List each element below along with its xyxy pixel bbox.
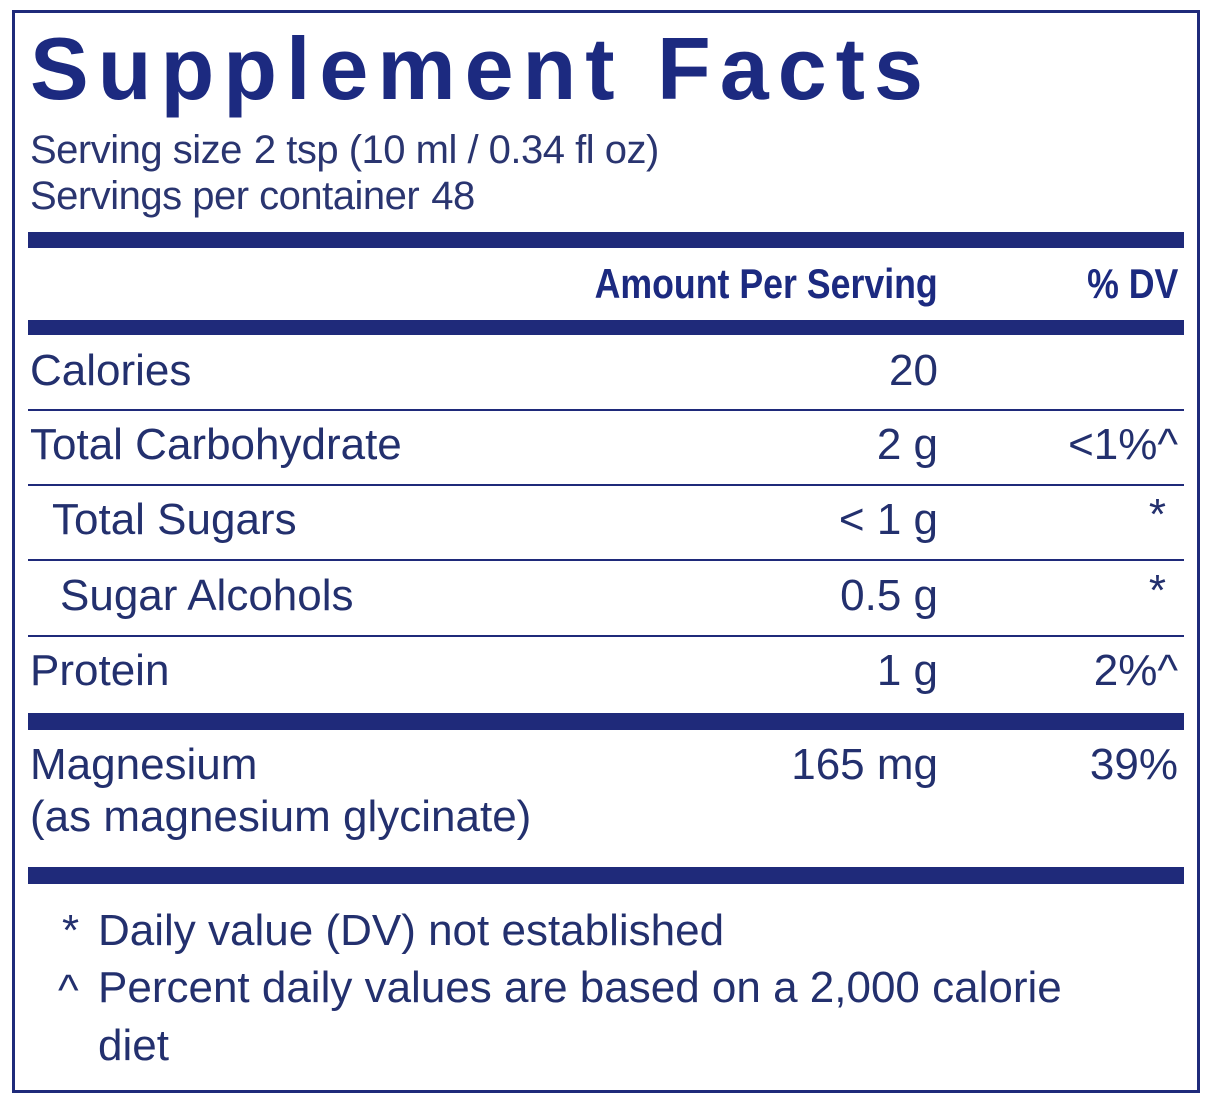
- servings-label: Servings per container: [30, 174, 420, 218]
- nutrient-name: Magnesium: [30, 740, 258, 789]
- thick-rule: [28, 320, 1184, 335]
- thick-rule: [28, 713, 1184, 730]
- thick-rule: [28, 232, 1184, 248]
- serving-size-label: Serving size: [30, 128, 242, 172]
- rule: [28, 559, 1184, 561]
- footnote-text: Percent daily values are based on a 2,00…: [98, 963, 1062, 1070]
- nutrient-amount: 2 g: [876, 420, 938, 469]
- serving-size: Serving size 2 tsp (10 ml / 0.34 fl oz): [30, 128, 659, 173]
- rule: [28, 635, 1184, 637]
- nutrient-amount: < 1 g: [838, 495, 938, 544]
- label-frame: [12, 10, 1200, 1093]
- footnote-mark: ^: [58, 966, 79, 1015]
- servings-per-container: Servings per container 48: [30, 174, 475, 219]
- title: Supplement Facts: [30, 19, 932, 118]
- serving-size-value: 2 tsp (10 ml / 0.34 fl oz): [253, 128, 659, 172]
- thick-rule: [28, 867, 1184, 884]
- amount-header: Amount Per Serving: [594, 260, 938, 307]
- nutrient-amount: 0.5 g: [840, 571, 938, 620]
- nutrient-amount: 165 mg: [791, 740, 938, 789]
- nutrient-dv: *: [1148, 490, 1166, 539]
- nutrient-dv: 39%: [1089, 740, 1178, 789]
- nutrient-name: Sugar Alcohols: [60, 571, 354, 620]
- nutrient-name: Total Carbohydrate: [30, 420, 402, 469]
- nutrient-source: (as magnesium glycinate): [30, 792, 532, 841]
- nutrient-amount: 20: [889, 346, 938, 395]
- footnote-mark: *: [62, 906, 80, 955]
- dv-header: % DV: [1086, 260, 1178, 307]
- nutrient-name: Total Sugars: [52, 495, 297, 544]
- nutrient-amount: 1 g: [876, 646, 938, 695]
- nutrient-name: Protein: [30, 646, 170, 695]
- rule: [28, 484, 1184, 486]
- nutrient-name: Calories: [30, 346, 192, 395]
- servings-value: 48: [431, 174, 475, 218]
- nutrient-dv: 2%^: [1093, 646, 1178, 695]
- rule: [28, 409, 1184, 411]
- footnote-text: Daily value (DV) not established: [98, 906, 725, 955]
- nutrient-dv: *: [1148, 566, 1166, 615]
- nutrient-dv: <1%^: [1068, 420, 1178, 469]
